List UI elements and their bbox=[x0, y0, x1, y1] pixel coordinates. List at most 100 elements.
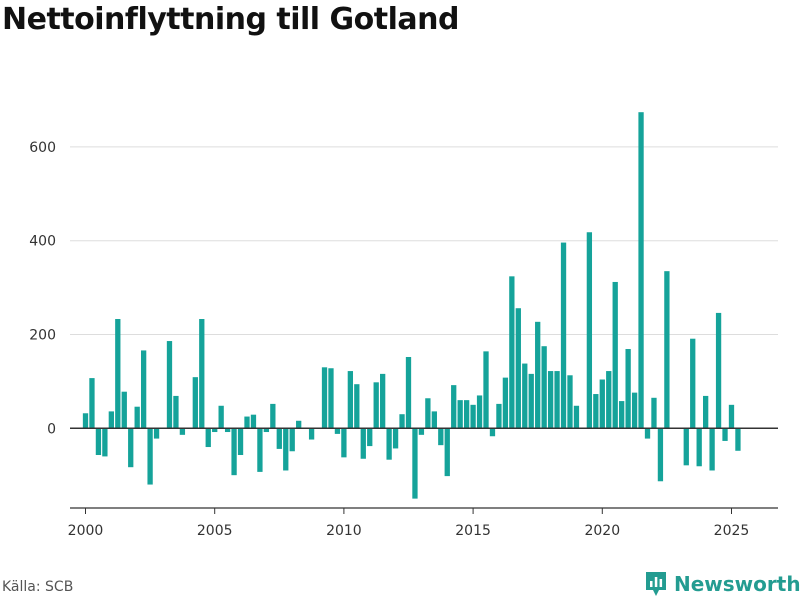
bar bbox=[451, 385, 457, 429]
bar bbox=[128, 428, 134, 468]
bar bbox=[522, 363, 528, 429]
bar bbox=[593, 394, 599, 429]
bar bbox=[483, 351, 489, 429]
bar bbox=[586, 232, 593, 429]
bar bbox=[554, 371, 560, 429]
newsworthy-logo-icon bbox=[646, 572, 666, 596]
bar bbox=[541, 346, 547, 429]
source-note: Källa: SCB bbox=[2, 579, 74, 595]
bar bbox=[438, 428, 444, 446]
x-tick-label: 2005 bbox=[197, 523, 233, 539]
x-tick-label: 2000 bbox=[68, 523, 104, 539]
axes bbox=[70, 427, 778, 514]
bar bbox=[735, 428, 741, 451]
bar bbox=[664, 271, 670, 429]
bar bbox=[367, 428, 373, 447]
bar bbox=[644, 428, 651, 439]
bar bbox=[651, 397, 657, 429]
bar bbox=[509, 276, 515, 429]
bar bbox=[192, 377, 198, 429]
brand-name: Newsworthy bbox=[674, 572, 800, 596]
bar bbox=[489, 428, 496, 437]
bar bbox=[231, 428, 237, 476]
bar bbox=[560, 242, 567, 429]
bar bbox=[321, 367, 328, 429]
bar bbox=[715, 312, 722, 429]
bar bbox=[496, 403, 502, 429]
bar bbox=[95, 428, 102, 456]
bar bbox=[425, 398, 431, 429]
bar bbox=[386, 428, 392, 460]
y-tick-label: 0 bbox=[47, 421, 56, 437]
bar bbox=[276, 428, 282, 449]
bar bbox=[283, 428, 289, 471]
bar bbox=[341, 428, 347, 458]
bar bbox=[237, 428, 244, 456]
bar bbox=[418, 428, 425, 435]
bar bbox=[205, 428, 211, 448]
bar bbox=[696, 428, 702, 467]
bar bbox=[412, 428, 418, 499]
bar bbox=[199, 319, 205, 429]
bar bbox=[457, 400, 463, 429]
bar bbox=[224, 428, 231, 433]
gridlines bbox=[70, 146, 778, 335]
bar bbox=[134, 406, 140, 429]
bar bbox=[102, 428, 108, 457]
bar bbox=[619, 401, 625, 429]
bar bbox=[502, 377, 509, 429]
bar bbox=[121, 391, 127, 429]
x-tick-label: 2015 bbox=[455, 523, 491, 539]
bar bbox=[463, 400, 470, 429]
bar bbox=[328, 368, 334, 429]
bar bbox=[166, 341, 173, 429]
bar bbox=[147, 428, 153, 485]
bar bbox=[573, 405, 580, 429]
bar bbox=[567, 375, 573, 429]
bar bbox=[470, 404, 476, 429]
bar bbox=[638, 112, 644, 429]
bar bbox=[515, 308, 521, 429]
bar bbox=[690, 338, 696, 429]
bar bbox=[296, 420, 302, 429]
bar bbox=[535, 321, 541, 429]
bar bbox=[108, 411, 114, 429]
y-tick-label: 400 bbox=[29, 234, 56, 250]
bar bbox=[599, 379, 605, 429]
x-tick-label: 2020 bbox=[584, 523, 620, 539]
bar bbox=[405, 356, 412, 429]
bar bbox=[289, 428, 295, 452]
bar bbox=[625, 349, 631, 429]
bar bbox=[270, 403, 276, 429]
bar bbox=[631, 392, 638, 429]
bar bbox=[308, 428, 315, 440]
bars bbox=[82, 112, 741, 499]
bar bbox=[547, 371, 554, 429]
bar bbox=[179, 428, 186, 435]
chart-title: Nettoinflyttning till Gotland bbox=[2, 2, 459, 37]
bar bbox=[373, 382, 379, 429]
brand[interactable]: Newsworthy bbox=[644, 570, 800, 598]
bar bbox=[354, 384, 360, 429]
bar bbox=[657, 428, 664, 482]
bar bbox=[89, 378, 95, 429]
bar bbox=[606, 371, 612, 429]
bar bbox=[115, 319, 121, 429]
bar bbox=[218, 405, 224, 429]
bar bbox=[476, 395, 483, 429]
bar bbox=[444, 428, 450, 477]
bar bbox=[431, 411, 437, 429]
bar bbox=[380, 373, 386, 429]
bar bbox=[173, 395, 179, 429]
bar bbox=[212, 428, 218, 433]
bar bbox=[140, 350, 147, 429]
bar bbox=[360, 428, 366, 459]
bar bbox=[399, 414, 405, 429]
bar bbox=[612, 281, 618, 429]
tick-labels: 0 200 400 600 2000 2005 2010 2015 2020 2025 bbox=[29, 140, 749, 539]
bar bbox=[334, 428, 341, 434]
bar bbox=[244, 416, 250, 429]
y-tick-label: 200 bbox=[29, 327, 56, 343]
bar bbox=[683, 428, 689, 466]
